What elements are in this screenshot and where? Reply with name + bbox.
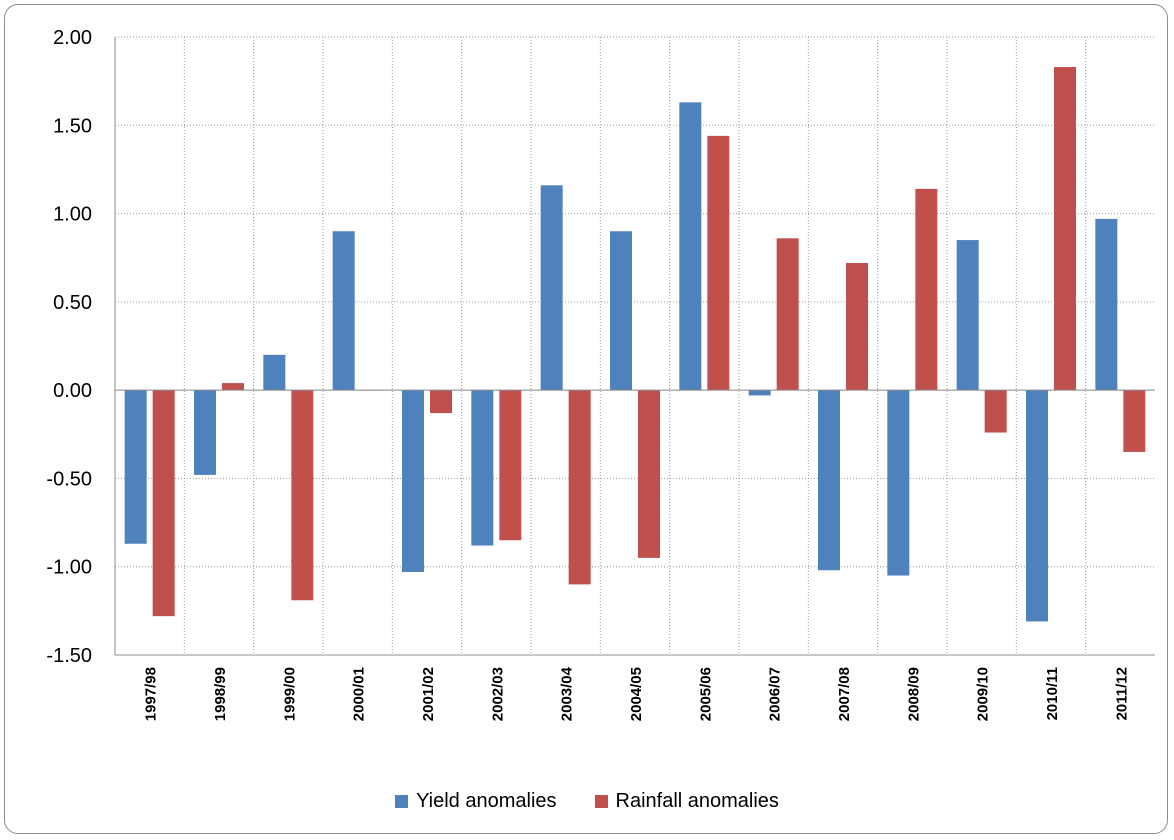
x-tick-label: 2003/04 [559,666,576,721]
x-tick-label: 2001/02 [420,667,437,721]
bar-rainfall [915,188,938,391]
bar-yield [887,390,910,576]
bars [124,67,1146,622]
legend-entry-rainfall: Rainfall anomalies [594,790,779,813]
y-tick-label: 2.00 [53,27,92,49]
x-tick-label: 1998/99 [212,667,229,721]
x-tick-label: 2006/07 [767,667,784,721]
bar-yield [471,390,494,546]
x-axis: 1997/98 1998/99 1999/00 2000/01 2001/02 2002/… [115,389,1155,721]
legend-label-yield: Yield anomalies [416,790,557,812]
bar-yield [540,185,563,391]
bar-rainfall [846,263,868,391]
bar-rainfall [568,390,591,585]
bar-rainfall [984,390,1007,433]
bar-yield [124,390,147,544]
bar-yield [263,354,286,391]
bar-rainfall [152,390,175,617]
legend-label-rainfall: Rainfall anomalies [615,790,779,812]
legend-swatch-rainfall [594,795,608,808]
y-tick-label: -1.50 [46,645,92,667]
bar-yield [1095,218,1118,391]
bar-rainfall [430,390,452,414]
bar-yield [956,240,979,391]
x-tick-label: 2007/08 [836,667,853,721]
bar-yield [748,390,771,396]
bar-yield [402,390,424,573]
x-tick-label: 2010/11 [1044,667,1061,720]
x-tick-label: 2008/09 [905,667,922,721]
x-tick-label: 2002/03 [489,667,506,721]
bar-yield [1026,390,1048,622]
bar-rainfall [1123,390,1146,452]
x-tick-label: 1999/00 [281,667,298,721]
x-tick-label: 1997/98 [143,667,160,721]
grid-lines [115,36,1155,656]
x-tick-label: 2011/12 [1113,667,1130,720]
x-tick-label: 2000/01 [351,667,368,721]
bar-rainfall [707,135,730,391]
x-tick-label: 2005/06 [697,667,714,721]
y-tick-label: 1.00 [53,204,92,226]
bar-yield [610,231,632,391]
legend: Yield anomalies Rainfall anomalies [0,790,1174,813]
y-tick-label: -0.50 [46,468,92,490]
bar-yield [332,231,355,391]
bar-rainfall [776,238,799,391]
bar-rainfall [222,383,244,391]
y-axis: 2.00 1.50 1.00 0.50 0.00 -0.50 -1.00 -1.50 [46,27,116,667]
y-tick-label: -1.00 [46,557,92,579]
x-tick-label: 2004/05 [628,667,645,721]
bar-rainfall [1054,67,1076,391]
bar-rainfall [291,390,314,601]
bar-yield [194,390,216,475]
y-tick-label: 0.50 [53,292,92,314]
bar-yield [818,390,840,571]
y-tick-label: 1.50 [53,115,92,137]
y-tick-label: 0.00 [53,380,92,402]
bar-yield [679,102,702,391]
x-tick-label: 2009/10 [975,667,992,721]
bar-rainfall [638,390,660,558]
legend-entry-yield: Yield anomalies [395,790,557,813]
legend-swatch-yield [395,795,409,808]
bar-rainfall [499,390,522,541]
